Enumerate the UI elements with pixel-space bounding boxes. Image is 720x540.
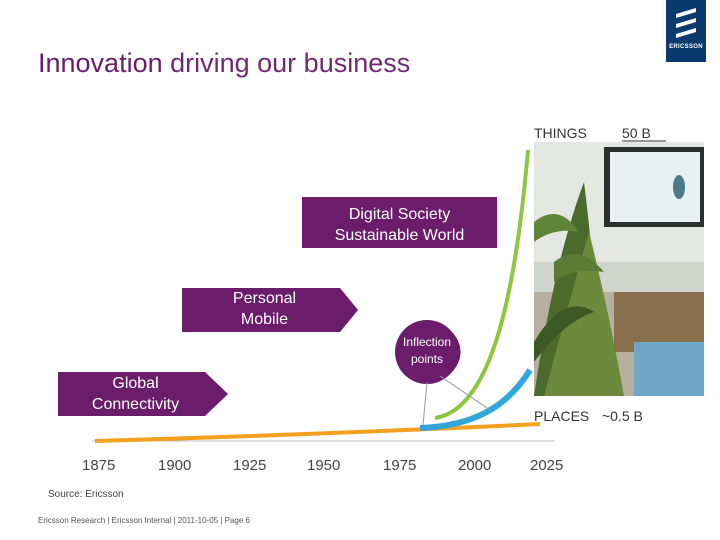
callout-global-line1: Global <box>112 375 159 392</box>
inflection-pointer-1 <box>422 381 428 426</box>
callout-digital-line2: Sustainable World <box>334 227 465 244</box>
callout-inflection: Inflection points <box>395 334 459 368</box>
inflection-pointer-2 <box>439 375 491 411</box>
year-tick: 1950 <box>307 457 341 474</box>
places-label: PLACES <box>534 408 590 424</box>
office-photo <box>534 142 704 396</box>
year-tick: 1900 <box>158 457 192 474</box>
callout-personal-shape <box>182 288 358 332</box>
orange-curve <box>94 422 541 443</box>
source-note: Source: Ericsson <box>48 489 124 500</box>
footer-text: Ericsson Research | Ericsson Internal | … <box>38 516 250 525</box>
callout-global-line2: Connectivity <box>91 396 180 413</box>
places-value: ~0.5 B <box>602 408 643 424</box>
ericsson-mark-icon <box>676 8 696 38</box>
callout-inflection-line2: points <box>410 352 444 366</box>
title-highlight: Innovation <box>38 48 163 78</box>
year-tick: 2000 <box>458 457 492 474</box>
ericsson-logo: ERICSSON <box>666 0 706 62</box>
callout-digital-shape <box>302 197 497 248</box>
year-tick: 1875 <box>82 457 116 474</box>
callout-personal: Personal Mobile <box>182 288 347 330</box>
things-label: THINGS <box>534 125 587 141</box>
green-curve <box>434 149 530 420</box>
year-tick: 2025 <box>530 457 564 474</box>
year-tick: 1975 <box>383 457 417 474</box>
logo-wordmark: ERICSSON <box>669 44 703 50</box>
things-value: 50 B <box>622 125 651 141</box>
page-title: Innovation driving our business <box>38 48 410 79</box>
callout-global: Global Connectivity <box>58 373 213 415</box>
callout-personal-line2: Mobile <box>240 311 289 328</box>
callout-digital-line1: Digital Society <box>348 206 451 223</box>
callout-personal-line1: Personal <box>232 290 297 307</box>
blue-curve <box>419 368 533 431</box>
title-rest: driving our business <box>162 48 411 78</box>
callout-inflection-line1: Inflection <box>402 335 452 349</box>
year-tick: 1925 <box>233 457 267 474</box>
callout-digital: Digital Society Sustainable World <box>302 204 497 246</box>
callout-global-shape <box>58 372 228 416</box>
